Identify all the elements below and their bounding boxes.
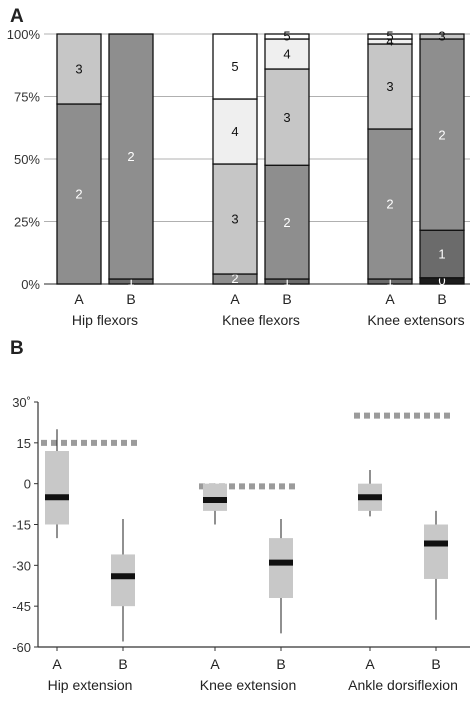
- panel-a-label: A: [10, 6, 24, 27]
- box-hip-extension-b: [111, 554, 135, 607]
- bar-segment-knee-flexors-b-grade-5: [264, 33, 310, 40]
- segment-label: 3: [283, 110, 290, 125]
- bar-segment-hip-flexors-a-grade-2: [56, 103, 102, 285]
- bar-segment-knee-flexors-a-grade-3: [212, 163, 258, 275]
- bar-segment-knee-extensors-b-grade-1: [419, 229, 465, 279]
- segment-label: 2: [283, 215, 290, 230]
- segment-label: 2: [386, 197, 393, 212]
- bar-segment-knee-extensors-b-grade-2: [419, 38, 465, 231]
- group-label: Ankle dorsiflexion: [348, 677, 458, 693]
- category-label: A: [385, 291, 395, 307]
- group-label: Knee flexors: [222, 312, 300, 328]
- segment-label: 5: [386, 28, 393, 43]
- y-tick-label: 75%: [14, 90, 40, 105]
- category-label: A: [52, 656, 62, 672]
- segment-label: 2: [231, 271, 238, 286]
- category-label: B: [126, 291, 135, 307]
- y-tick-label: 0: [24, 477, 31, 492]
- segment-label: 3: [386, 79, 393, 94]
- category-label: A: [210, 656, 220, 672]
- y-tick-label: 15: [17, 436, 31, 451]
- y-tick-label: -60: [12, 640, 31, 655]
- segment-label: 1: [438, 247, 445, 262]
- box-hip-extension-a: [45, 451, 69, 525]
- category-label: B: [118, 656, 127, 672]
- panel-b-label: B: [10, 338, 24, 359]
- bar-segment-knee-extensors-b-grade-3: [419, 33, 465, 40]
- category-label: B: [276, 656, 285, 672]
- category-label: B: [282, 291, 291, 307]
- segment-label: 4: [283, 47, 290, 62]
- group-label: Knee extension: [200, 677, 297, 693]
- segment-label: 2: [127, 149, 134, 164]
- segment-label: 1: [386, 273, 393, 288]
- category-label: A: [74, 291, 84, 307]
- y-tick-label: -45: [12, 599, 31, 614]
- y-tick-label: 25%: [14, 215, 40, 230]
- segment-label: 4: [231, 124, 238, 139]
- category-label: A: [365, 656, 375, 672]
- segment-label: 1: [127, 273, 134, 288]
- segment-label: 3: [75, 62, 82, 77]
- bar-segment-knee-flexors-a-grade-5: [212, 33, 258, 100]
- bar-segment-hip-flexors-a-grade-3: [56, 33, 102, 105]
- group-label: Knee extensors: [367, 312, 464, 328]
- box-plot-chart: 30˚ 15 0 -15 -30 -45 -60 A B A B A B Hip extension K…: [12, 395, 470, 693]
- segment-label: 3: [438, 28, 445, 43]
- group-label: Hip flexors: [72, 312, 138, 328]
- y-tick-label: 100%: [7, 27, 41, 42]
- y-tick-label: 50%: [14, 152, 40, 167]
- bar-segment-knee-extensors-a-grade-5: [367, 33, 413, 40]
- segment-label: 2: [438, 127, 445, 142]
- category-label: B: [437, 291, 446, 307]
- segment-label: 0: [438, 273, 445, 288]
- box-knee-extension-b: [269, 538, 293, 598]
- segment-label: 1: [283, 273, 290, 288]
- category-label: B: [431, 656, 440, 672]
- box-ankle-dorsiflexion-b: [424, 524, 448, 579]
- segment-label: 2: [75, 187, 82, 202]
- segment-label: 4: [386, 33, 393, 48]
- segment-label: 3: [231, 212, 238, 227]
- bar-segment-knee-extensors-a-grade-3: [367, 43, 413, 130]
- segment-label: 5: [231, 59, 238, 74]
- y-tick-label: 30˚: [12, 395, 31, 410]
- bar-segment-hip-flexors-b-grade-2: [108, 33, 154, 280]
- group-label: Hip extension: [48, 677, 133, 693]
- category-label: A: [230, 291, 240, 307]
- segment-label: 5: [283, 28, 290, 43]
- y-tick-label: -15: [12, 518, 31, 533]
- y-tick-label: 0%: [21, 277, 40, 292]
- y-tick-label: -30: [12, 558, 31, 573]
